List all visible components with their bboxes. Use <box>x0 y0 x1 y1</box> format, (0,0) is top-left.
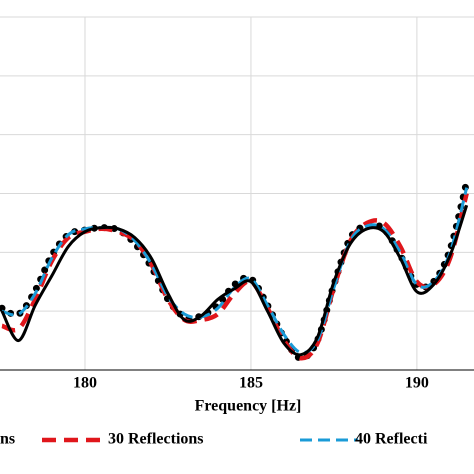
legend-label: ns <box>0 431 15 448</box>
x-axis-label: Frequency [Hz] <box>195 398 302 415</box>
series-line <box>1 187 469 355</box>
series-line <box>0 178 471 362</box>
legend-label: 40 Reflecti <box>355 431 428 448</box>
x-tick-label: 185 <box>239 375 263 392</box>
series-line <box>1 192 469 361</box>
series-line <box>0 204 469 357</box>
x-tick-label: 190 <box>405 375 429 392</box>
x-tick-label: 180 <box>73 375 97 392</box>
legend-label: 30 Reflections <box>108 431 204 448</box>
